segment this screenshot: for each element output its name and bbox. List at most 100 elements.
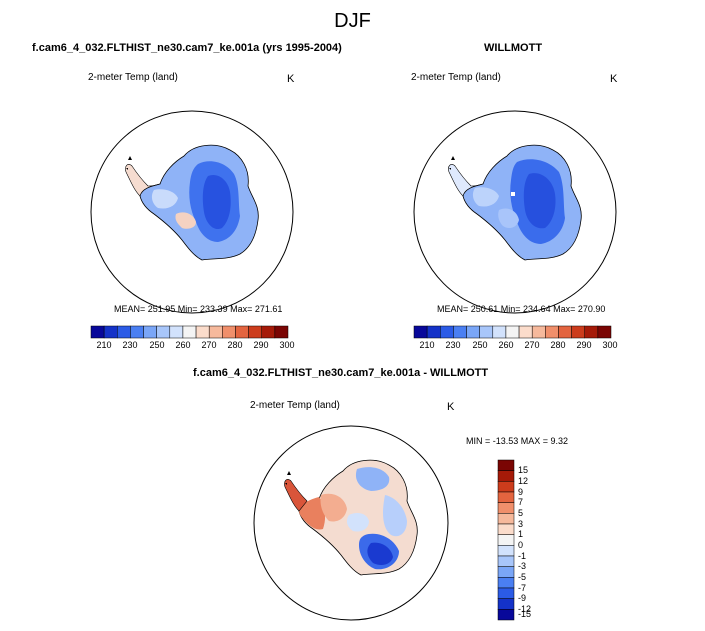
panel-1-tick: 290 xyxy=(253,340,269,350)
colorbar-swatch xyxy=(518,325,533,339)
colorbar-swatch xyxy=(558,325,572,339)
panel-3-units-label: K xyxy=(447,401,455,413)
panel-1-variable-label: 2-meter Temp (land) xyxy=(88,72,178,83)
panel-2-missing-cell xyxy=(511,192,515,196)
panel-3-map xyxy=(253,425,449,621)
colorbar-swatch xyxy=(497,609,515,621)
colorbar-swatch xyxy=(156,325,171,339)
panel-2-units-label: K xyxy=(610,73,618,85)
panel-1-tick: 300 xyxy=(279,340,295,350)
panel-3-case-title: f.cam6_4_032.FLTHIST_ne30.cam7_ke.001a -… xyxy=(193,367,489,379)
panel-3-tick: 12 xyxy=(518,476,529,487)
panel-2-case-title: WILLMOTT xyxy=(484,42,543,54)
colorbar-swatch xyxy=(497,577,515,589)
panel-3-cold-south-deep xyxy=(367,542,393,565)
figure-title: DJF xyxy=(334,10,371,32)
panel-3-tick: 1 xyxy=(518,529,524,540)
colorbar-swatch xyxy=(584,325,599,339)
panel-2-tick: 260 xyxy=(498,340,514,350)
colorbar-swatch xyxy=(497,598,515,610)
panel-2-tick: 280 xyxy=(550,340,566,350)
colorbar-swatch xyxy=(274,325,289,339)
panel-2-cold-core-deep xyxy=(523,173,556,229)
panel-3-cool-north xyxy=(355,467,390,491)
colorbar-swatch xyxy=(440,325,454,339)
panel-3-cool-center xyxy=(346,513,369,532)
panel-3-tick: 5 xyxy=(518,508,524,518)
panel-3-colorbar xyxy=(497,459,515,621)
colorbar-swatch xyxy=(497,502,515,514)
colorbar-swatch xyxy=(248,325,262,339)
panel-2-colorbar xyxy=(413,325,612,339)
colorbar-swatch xyxy=(117,325,131,339)
colorbar-swatch xyxy=(497,523,515,535)
colorbar-swatch xyxy=(497,491,515,503)
colorbar-swatch xyxy=(90,325,105,339)
panel-3-cool-east xyxy=(383,495,407,537)
panel-3-tick: 15 xyxy=(518,465,529,476)
colorbar-swatch xyxy=(195,325,210,339)
panel-3-tick: -12 xyxy=(518,603,532,614)
colorbar-swatch xyxy=(497,513,515,525)
colorbar-swatch xyxy=(497,534,515,546)
panel-3-tick: -5 xyxy=(518,572,527,582)
panel-3-tick: -1 xyxy=(518,550,527,561)
panel-1-tick: 210 xyxy=(96,340,112,350)
panel-1-case-title: f.cam6_4_032.FLTHIST_ne30.cam7_ke.001a (… xyxy=(32,42,342,54)
colorbar-swatch xyxy=(571,325,585,339)
panel-3-tick: 7 xyxy=(518,497,524,508)
panel-2-variable-label: 2-meter Temp (land) xyxy=(411,72,501,83)
colorbar-swatch xyxy=(466,325,480,339)
panel-1-units-label: K xyxy=(287,73,295,85)
colorbar-swatch xyxy=(545,325,559,339)
panel-3-tick: 9 xyxy=(518,486,524,497)
colorbar-swatch xyxy=(497,470,515,482)
colorbar-swatch xyxy=(497,545,515,557)
panel-2-peninsula xyxy=(448,164,484,197)
panel-3-warm-west xyxy=(299,497,326,530)
panel-1-peninsula xyxy=(125,164,161,197)
colorbar-swatch xyxy=(103,325,118,339)
panel-1-cold-core-deep xyxy=(202,174,231,230)
panel-3-warm-inner xyxy=(320,493,347,522)
panel-3-colorbar-ticks: 15 12 9 7 5 3 1 0 -1 -3 -5 -7 -9 -12 -15 xyxy=(518,460,548,620)
colorbar-swatch xyxy=(597,325,612,339)
panel-1-map xyxy=(90,110,294,314)
panel-2-map xyxy=(413,110,617,314)
panel-1-tick: 260 xyxy=(175,340,191,350)
colorbar-swatch xyxy=(505,325,520,339)
panel-1-tick: 230 xyxy=(122,340,138,350)
colorbar-swatch xyxy=(208,325,223,339)
panel-3-tick: 3 xyxy=(518,518,524,529)
panel-2-tick: 290 xyxy=(576,340,592,350)
panel-3-variable-label: 2-meter Temp (land) xyxy=(250,400,340,411)
colorbar-swatch xyxy=(143,325,157,339)
colorbar-swatch xyxy=(453,325,467,339)
panel-3-tick: -7 xyxy=(518,582,527,593)
colorbar-swatch xyxy=(169,325,184,339)
colorbar-swatch xyxy=(492,325,507,339)
panel-3-warm-peninsula xyxy=(284,479,308,512)
colorbar-swatch xyxy=(235,325,249,339)
panel-1-tick: 280 xyxy=(227,340,243,350)
colorbar-swatch xyxy=(426,325,441,339)
colorbar-swatch xyxy=(497,481,515,493)
panel-1-colorbar xyxy=(90,325,289,339)
panel-2-tick: 270 xyxy=(524,340,540,350)
panel-1-tick: 270 xyxy=(201,340,217,350)
colorbar-swatch xyxy=(479,325,494,339)
colorbar-swatch xyxy=(261,325,276,339)
panel-3-tick: 0 xyxy=(518,540,524,550)
panel-1-west-light xyxy=(151,189,178,209)
panel-1-colorbar-ticks: 210 230 250 260 270 280 290 300 xyxy=(91,340,294,352)
panel-3-stats: MIN = -13.53 MAX = 9.32 xyxy=(466,436,569,446)
panel-3-tick: -3 xyxy=(518,561,527,572)
panel-3-tick: -9 xyxy=(518,593,527,604)
panel-2-stats: MEAN= 250.61 Min= 234.64 Max= 270.90 xyxy=(437,304,606,314)
colorbar-swatch xyxy=(182,325,197,339)
colorbar-swatch xyxy=(222,325,236,339)
colorbar-swatch xyxy=(413,325,428,339)
panel-2-west-light xyxy=(472,187,499,207)
panel-2-tick: 230 xyxy=(445,340,461,350)
colorbar-swatch xyxy=(497,587,515,599)
